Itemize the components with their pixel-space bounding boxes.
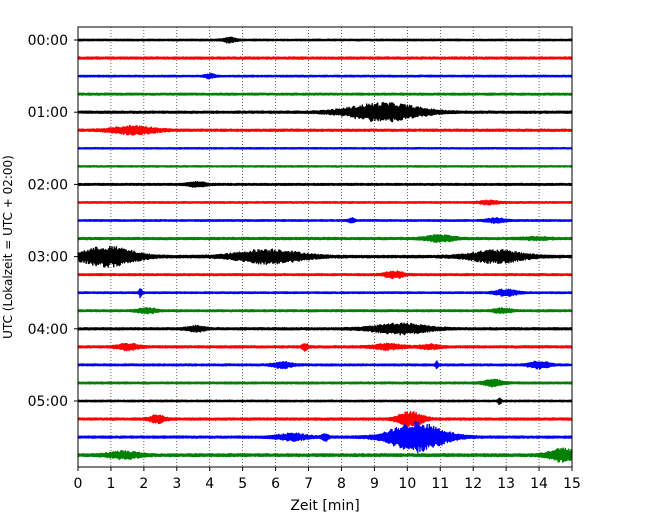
y-tick-label: 03:00	[28, 250, 68, 266]
trace-row-11	[77, 234, 573, 244]
trace-row-17	[77, 342, 573, 352]
trace-row-5	[77, 124, 573, 136]
trace-rows	[77, 36, 573, 463]
x-tick-label: 1	[106, 476, 115, 492]
y-tick-label: 01:00	[28, 105, 68, 121]
x-tick-label: 7	[304, 476, 313, 492]
trace-row-3	[77, 92, 573, 96]
trace-row-0	[77, 36, 573, 44]
x-axis-title: Zeit [min]	[290, 498, 359, 514]
trace-row-18	[77, 360, 573, 370]
trace-row-1	[77, 56, 573, 60]
trace-row-4	[77, 101, 573, 123]
y-tick-label: 04:00	[28, 322, 68, 338]
trace-row-8	[77, 181, 573, 189]
x-tick-label: 14	[530, 476, 548, 492]
trace-row-12	[77, 245, 573, 268]
trace-row-15	[77, 307, 573, 315]
trace-row-23	[77, 447, 573, 463]
y-tick-label: 00:00	[28, 33, 68, 49]
trace-row-2	[77, 72, 573, 80]
x-tick-label: 3	[172, 476, 181, 492]
y-axis-ticks: 00:00 01:00 02:00 03:00 04:00 05:00	[28, 33, 78, 410]
trace-row-19	[77, 378, 573, 388]
x-tick-label: 4	[205, 476, 214, 492]
x-tick-label: 12	[464, 476, 482, 492]
y-tick-label: 02:00	[28, 177, 68, 193]
y-tick-label: 05:00	[28, 394, 68, 410]
trace-row-9	[77, 199, 573, 206]
x-tick-label: 11	[431, 476, 449, 492]
x-tick-label: 8	[337, 476, 346, 492]
trace-row-22	[77, 421, 573, 454]
grid-lines	[110, 27, 540, 467]
y-axis-title: UTC (Lokalzeit = UTC + 02:00)	[1, 155, 15, 339]
plot-frame	[77, 26, 573, 468]
trace-row-14	[77, 288, 573, 299]
x-axis-ticks: 0 1 2 3 4 5 6 7 8 9 10 11 12 13 14 15	[74, 467, 581, 492]
x-tick-label: 13	[497, 476, 515, 492]
trace-row-10	[77, 216, 573, 224]
trace-row-16	[77, 322, 573, 336]
x-tick-label: 15	[563, 476, 581, 492]
x-tick-label: 10	[398, 476, 416, 492]
trace-row-20	[77, 397, 573, 406]
x-tick-label: 9	[370, 476, 379, 492]
trace-row-7	[77, 164, 573, 168]
x-tick-label: 6	[271, 476, 280, 492]
x-tick-label: 5	[238, 476, 247, 492]
trace-row-13	[77, 270, 573, 280]
trace-row-21	[77, 410, 573, 427]
trace-row-6	[77, 146, 573, 150]
x-tick-label: 0	[74, 476, 83, 492]
x-tick-label: 2	[139, 476, 148, 492]
